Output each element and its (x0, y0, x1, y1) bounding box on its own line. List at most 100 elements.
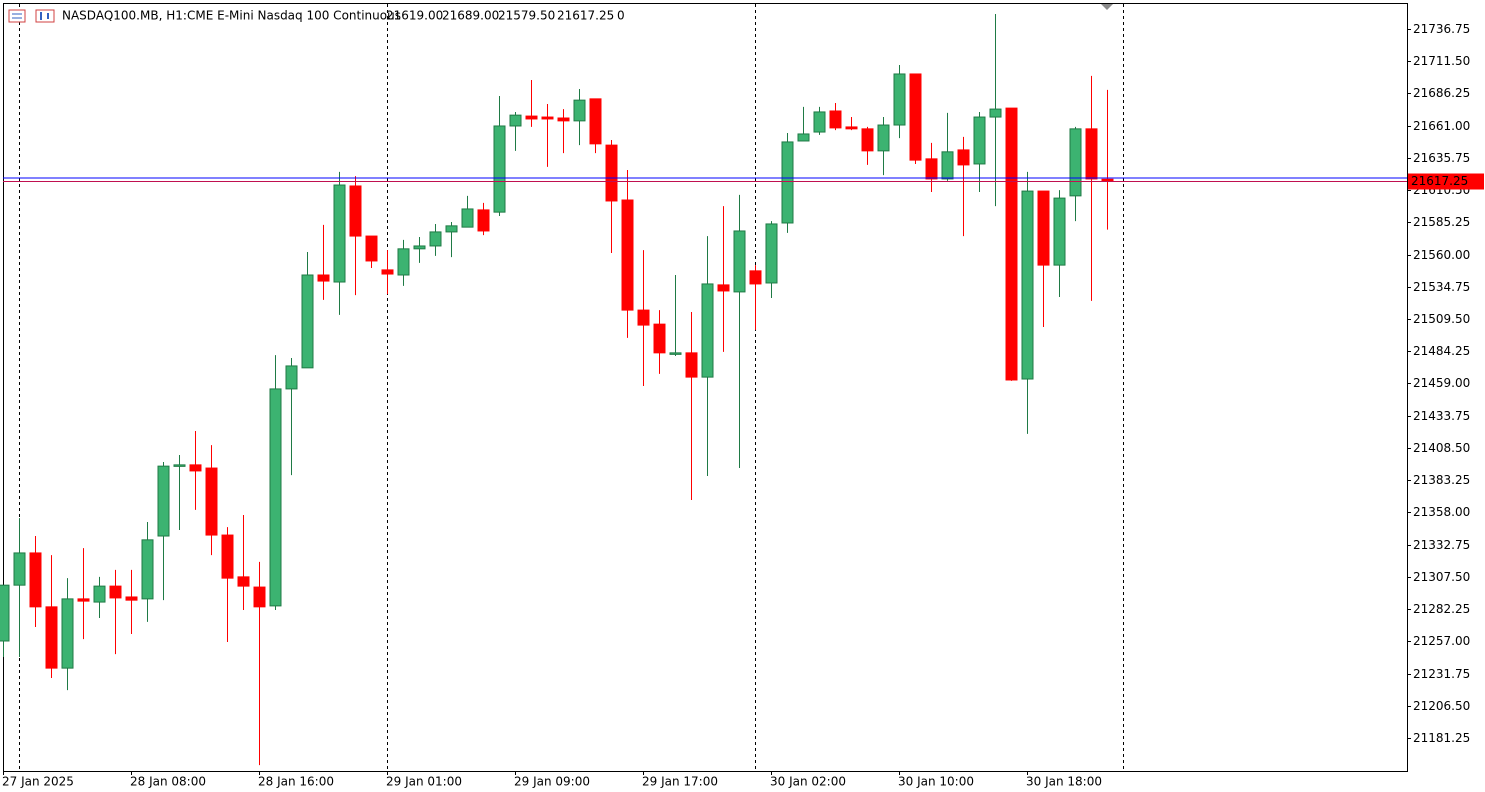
candle-body (93, 585, 106, 603)
candle-body (253, 586, 266, 608)
candle-body (13, 552, 26, 586)
candle-body (781, 141, 794, 224)
candle-body (221, 534, 234, 579)
x-tick-label: 29 Jan 01:00 (386, 775, 462, 789)
candle-body (765, 223, 778, 284)
low-value: 21579.50 (498, 9, 555, 23)
candle-body (477, 209, 490, 232)
plot-frame (3, 3, 1408, 772)
x-tick-label: 28 Jan 16:00 (258, 775, 334, 789)
candle-body (877, 124, 890, 152)
candle-body (573, 99, 586, 122)
candle-body (557, 117, 570, 122)
candle-body (813, 111, 826, 133)
y-tick-label: 21332.75 (1413, 538, 1470, 552)
y-tick-label: 21509.50 (1413, 312, 1470, 326)
candle-body (589, 98, 602, 145)
open-value: 21619.00 (386, 9, 443, 23)
candle-body (77, 598, 90, 602)
description: CME E-Mini Nasdaq 100 Continuous (187, 9, 401, 23)
candle-body (109, 585, 122, 599)
candle-body (653, 323, 666, 354)
candle-body (1037, 190, 1050, 266)
high-value: 21689.00 (442, 9, 499, 23)
candle-body (605, 144, 618, 202)
candle-body (941, 151, 954, 180)
candle-body (269, 388, 282, 607)
shift-marker[interactable] (1101, 4, 1113, 10)
y-tick-label: 21307.50 (1413, 570, 1470, 584)
candle-body (173, 464, 186, 467)
candle-body (541, 116, 554, 120)
y-tick-label: 21282.25 (1413, 602, 1470, 616)
y-tick-label: 21534.75 (1413, 280, 1470, 294)
menu-icon[interactable] (8, 9, 26, 23)
x-tick-label: 30 Jan 02:00 (770, 775, 846, 789)
candle-body (349, 185, 362, 237)
close-value: 21617.25 (557, 9, 614, 23)
candle-body (285, 365, 298, 390)
candle-body (733, 230, 746, 293)
candle-body (957, 149, 970, 166)
candle-body (621, 199, 634, 311)
candle-body (701, 283, 714, 378)
candle-body (141, 539, 154, 600)
y-tick-label: 21181.25 (1413, 731, 1470, 745)
candle-body (61, 598, 74, 669)
candle-body (1053, 197, 1066, 266)
candle-body (45, 606, 58, 669)
last-price-label: 21617.25 (1411, 174, 1468, 188)
y-tick-label: 21736.75 (1413, 22, 1470, 36)
candle-body (493, 125, 506, 213)
candle-body (1021, 190, 1034, 380)
candle-body (333, 184, 346, 283)
y-tick-label: 21484.25 (1413, 344, 1470, 358)
y-tick-label: 21257.00 (1413, 634, 1470, 648)
y-tick-label: 21383.25 (1413, 473, 1470, 487)
candle-body (525, 115, 538, 120)
x-tick-label: 28 Jan 08:00 (130, 775, 206, 789)
candle-body (317, 274, 330, 282)
y-tick-label: 21711.50 (1413, 54, 1470, 68)
candle-body (205, 467, 218, 536)
candle-body (637, 309, 650, 326)
candle-body (1005, 107, 1018, 381)
x-tick-label: 29 Jan 17:00 (642, 775, 718, 789)
candle-body (381, 269, 394, 275)
y-tick-label: 21358.00 (1413, 505, 1470, 519)
candle-body (1085, 128, 1098, 180)
y-tick-label: 21433.75 (1413, 409, 1470, 423)
x-tick-label: 30 Jan 18:00 (1026, 775, 1102, 789)
candle-body (429, 231, 442, 247)
y-tick-label: 21686.25 (1413, 86, 1470, 100)
candle-body (445, 225, 458, 233)
y-tick-label: 21585.25 (1413, 215, 1470, 229)
y-tick-label: 21408.50 (1413, 441, 1470, 455)
candle-body (909, 73, 922, 161)
y-tick-label: 21231.75 (1413, 667, 1470, 681)
chart-icon[interactable] (35, 9, 55, 23)
candle-body (125, 596, 138, 601)
candle-body (397, 248, 410, 276)
candle-body (925, 158, 938, 180)
candle-body (861, 128, 874, 152)
candle-body (365, 235, 378, 262)
candle-body (413, 245, 426, 250)
candle-body (845, 126, 858, 130)
candle-body (797, 133, 810, 142)
candle-body (685, 352, 698, 378)
candle-body (461, 208, 474, 228)
candle-body (509, 114, 522, 127)
x-tick-label: 30 Jan 10:00 (898, 775, 974, 789)
y-tick-label: 21206.50 (1413, 699, 1470, 713)
x-tick-label: 27 Jan 2025 (2, 775, 74, 789)
candle-body (893, 73, 906, 126)
candle-body (157, 465, 170, 537)
candle-body (29, 552, 42, 608)
candle-body (669, 352, 682, 355)
candle-body (749, 270, 762, 285)
y-tick-label: 21661.00 (1413, 119, 1470, 133)
candle-body (717, 284, 730, 292)
